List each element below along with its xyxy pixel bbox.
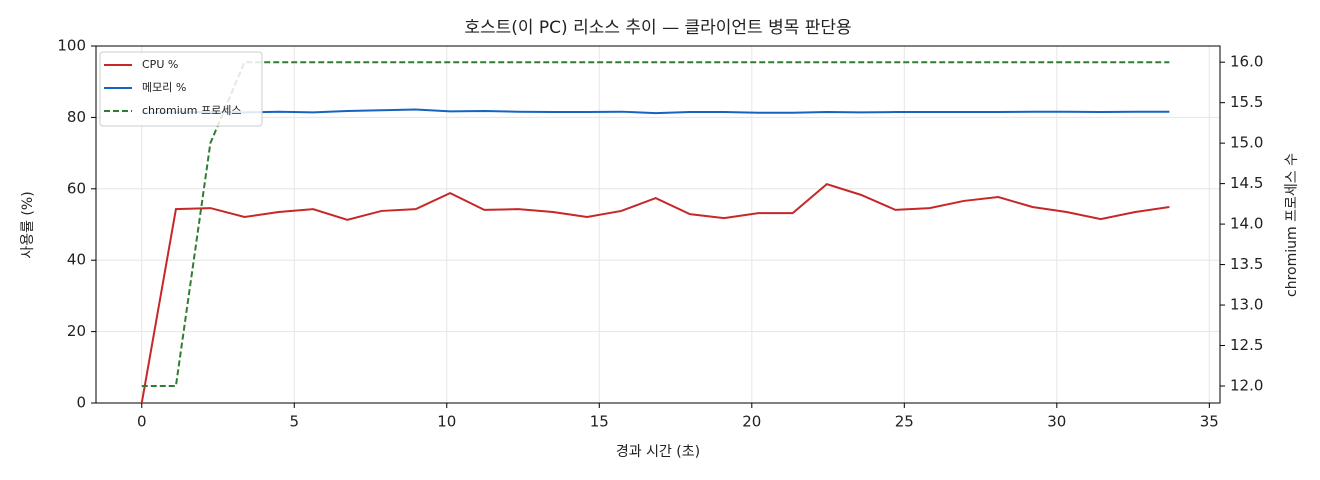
legend-label: chromium 프로세스 xyxy=(142,104,241,117)
x-tick-label: 5 xyxy=(289,413,299,431)
x-axis-label: 경과 시간 (초) xyxy=(616,444,700,460)
y2-tick-label: 14.5 xyxy=(1230,174,1263,192)
y2-tick-label: 14.0 xyxy=(1230,215,1263,233)
y-tick-label: 60 xyxy=(67,179,86,197)
y2-tick-label: 16.0 xyxy=(1230,53,1263,71)
legend-label: CPU % xyxy=(142,58,178,71)
series-line xyxy=(141,61,1170,387)
y2-axis-label: chromium 프로세스 수 xyxy=(1284,153,1300,297)
legend-box xyxy=(99,51,263,127)
x-tick-label: 35 xyxy=(1200,413,1219,431)
y-tick-label: 80 xyxy=(67,108,86,126)
plot-frame xyxy=(95,45,1221,404)
y2-tick-label: 13.5 xyxy=(1230,255,1263,273)
series-line xyxy=(140,183,1170,404)
y-tick-label: 20 xyxy=(67,322,86,340)
y-axis-label: 사용률 (%) xyxy=(20,191,36,258)
x-tick-label: 10 xyxy=(437,413,456,431)
chart-title: 호스트(이 PC) 리소스 추이 — 클라이언트 병목 판단용 xyxy=(464,18,851,38)
x-tick-label: 20 xyxy=(742,413,761,431)
y2-tick-label: 15.0 xyxy=(1230,134,1263,152)
legend: CPU % 메모리 % chromium 프로세스 xyxy=(99,51,263,127)
y2-tick-label: 13.0 xyxy=(1230,296,1263,314)
y-tick-label: 0 xyxy=(76,394,86,412)
y-tick-label: 40 xyxy=(67,251,86,269)
y2-tick-label: 12.0 xyxy=(1230,377,1263,395)
y2-tick-label: 15.5 xyxy=(1230,93,1263,111)
y-tick-label: 100 xyxy=(57,37,86,55)
x-tick-label: 0 xyxy=(137,413,147,431)
legend-label: 메모리 % xyxy=(142,81,186,94)
y2-tick-label: 12.5 xyxy=(1230,336,1263,354)
series-line xyxy=(141,108,1170,115)
x-tick-label: 15 xyxy=(590,413,609,431)
x-tick-label: 25 xyxy=(895,413,914,431)
x-tick-label: 30 xyxy=(1047,413,1066,431)
